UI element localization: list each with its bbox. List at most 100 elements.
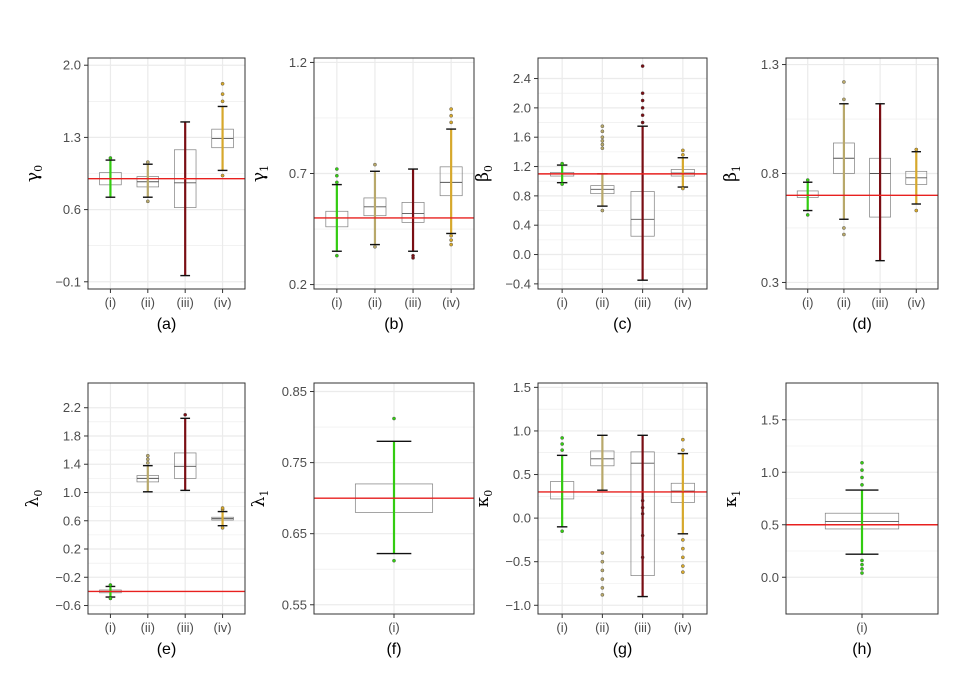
y-axis-subscript: 1 bbox=[730, 490, 743, 497]
outlier-point bbox=[681, 152, 685, 157]
outlier-point bbox=[640, 511, 645, 516]
panel-border bbox=[785, 57, 939, 290]
panel-g: −1.0 −0.5 0.0 0.5 1.0 1.5 (i) (ii) (iii) (iv) κ0 (g… bbox=[473, 380, 708, 658]
x-tick-label: (i) bbox=[556, 620, 568, 635]
outlier-point bbox=[681, 448, 685, 452]
y-axis-label: γ1 bbox=[249, 165, 271, 182]
outlier-point bbox=[146, 160, 150, 164]
x-tick-label: (i) bbox=[105, 620, 117, 635]
y-tick-label: 0.7 bbox=[289, 166, 307, 181]
outlier-point bbox=[449, 242, 453, 247]
outlier-point bbox=[681, 555, 685, 560]
box-iii bbox=[401, 168, 425, 260]
outlier-point bbox=[681, 148, 685, 153]
y-tick-label: −0.4 bbox=[505, 276, 531, 291]
x-tick-label: (iv) bbox=[907, 295, 925, 310]
x-tick-label: (ii) bbox=[837, 295, 851, 310]
outlier-point bbox=[449, 233, 453, 238]
outlier-point bbox=[560, 442, 564, 446]
x-tick-label: (ii) bbox=[141, 295, 155, 310]
outlier-point bbox=[681, 570, 685, 574]
panel-caption: (b) bbox=[384, 316, 404, 333]
y-tick-label: 2.4 bbox=[513, 71, 531, 86]
outlier-point bbox=[560, 448, 564, 452]
y-tick-label: 1.4 bbox=[63, 457, 81, 472]
outlier-point bbox=[600, 208, 605, 213]
y-axis-symbol: β bbox=[473, 172, 493, 182]
outlier-point bbox=[600, 135, 605, 139]
y-axis-label: κ1 bbox=[721, 490, 743, 508]
x-tick-label: (i) bbox=[388, 620, 400, 635]
outlier-point bbox=[335, 180, 339, 185]
box-ii bbox=[136, 453, 160, 493]
outlier-point bbox=[560, 436, 564, 440]
y-tick-label: 2.2 bbox=[63, 400, 81, 415]
outlier-point bbox=[449, 107, 453, 111]
x-tick-label: (i) bbox=[556, 295, 568, 310]
y-tick-label: 1.3 bbox=[63, 130, 81, 145]
panel-caption: (g) bbox=[613, 641, 633, 658]
outlier-point bbox=[640, 106, 645, 110]
y-tick-label: 1.5 bbox=[761, 412, 779, 427]
outlier-point bbox=[681, 538, 685, 542]
outlier-point bbox=[640, 98, 645, 103]
y-tick-label: 1.3 bbox=[761, 57, 779, 72]
panel-f: 0.55 0.65 0.75 0.85 (i) λ1 (f) bbox=[249, 382, 475, 658]
y-axis-symbol: γ bbox=[249, 172, 269, 182]
outlier-point bbox=[600, 129, 605, 134]
panel-border bbox=[537, 382, 708, 615]
outlier-point bbox=[640, 498, 645, 503]
x-tick-label: (i) bbox=[802, 295, 814, 310]
x-tick-label: (iv) bbox=[214, 295, 232, 310]
outlier-point bbox=[600, 577, 605, 581]
outlier-point bbox=[146, 461, 150, 465]
outlier-point bbox=[108, 156, 113, 160]
x-tick-label: (ii) bbox=[595, 620, 609, 635]
box-ii bbox=[363, 162, 387, 249]
outlier-point bbox=[600, 568, 605, 573]
x-tick-label: (iii) bbox=[404, 295, 421, 310]
box-ii bbox=[833, 80, 855, 237]
y-axis-subscript: 1 bbox=[258, 490, 271, 497]
panel-background bbox=[88, 383, 245, 614]
y-axis-symbol: λ bbox=[249, 496, 269, 507]
x-tick-label: (i) bbox=[105, 295, 117, 310]
box-iv bbox=[670, 148, 695, 191]
y-tick-label: 2.0 bbox=[63, 58, 81, 73]
x-tick-label: (iii) bbox=[871, 295, 888, 310]
y-tick-label: 0.2 bbox=[63, 542, 81, 557]
y-tick-label: 0.85 bbox=[282, 384, 307, 399]
y-tick-label: −1.0 bbox=[505, 598, 531, 613]
outlier-point bbox=[335, 253, 339, 258]
panel-caption: (c) bbox=[613, 316, 632, 333]
y-tick-label: 0.8 bbox=[513, 188, 531, 203]
box-iii bbox=[174, 412, 197, 492]
x-tick-label: (ii) bbox=[368, 295, 382, 310]
y-tick-label: 0.4 bbox=[513, 218, 531, 233]
y-tick-label: 0.55 bbox=[282, 597, 307, 612]
outlier-point bbox=[373, 244, 377, 249]
y-axis-label: β0 bbox=[473, 165, 495, 182]
y-tick-label: 0.6 bbox=[63, 202, 81, 217]
outlier-point bbox=[183, 412, 187, 417]
outlier-point bbox=[640, 533, 645, 538]
x-tick-label: (iv) bbox=[674, 620, 692, 635]
outlier-point bbox=[600, 146, 605, 150]
x-tick-label: (i) bbox=[331, 295, 343, 310]
outlier-point bbox=[220, 526, 225, 530]
outlier-point bbox=[600, 586, 605, 590]
panel-c: −0.4 0.0 0.4 0.8 1.2 1.6 2.0 2.4 (i) (ii) (iii) (iv… bbox=[473, 57, 708, 333]
y-tick-label: 0.6 bbox=[63, 513, 81, 528]
y-axis-symbol: β bbox=[721, 172, 741, 182]
outlier-point bbox=[640, 120, 645, 125]
outlier-point bbox=[860, 475, 864, 480]
x-tick-label: (iv) bbox=[214, 620, 232, 635]
box-iii bbox=[869, 103, 891, 262]
x-tick-label: (ii) bbox=[595, 295, 609, 310]
y-tick-label: 0.75 bbox=[282, 455, 307, 470]
y-axis-label: λ0 bbox=[23, 490, 45, 508]
x-tick-label: (iii) bbox=[177, 295, 194, 310]
box-ii bbox=[590, 434, 615, 597]
outlier-point bbox=[914, 208, 919, 213]
